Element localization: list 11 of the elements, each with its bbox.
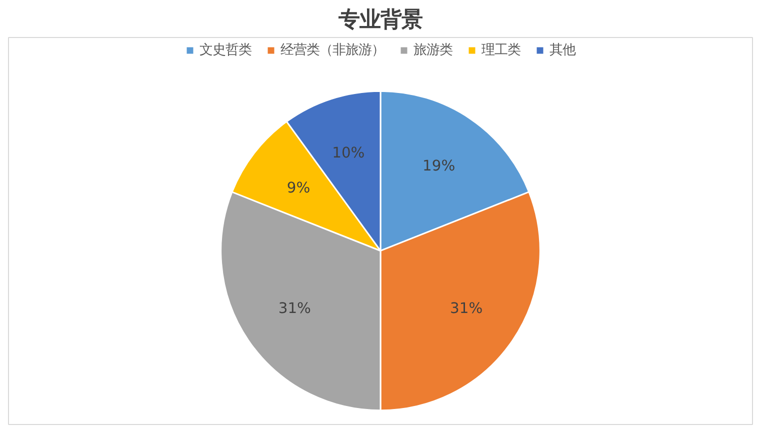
- data-label: 9%: [286, 179, 310, 196]
- chart-title: 专业背景: [338, 8, 422, 32]
- data-label: 10%: [332, 144, 365, 162]
- legend-label: 旅游类: [414, 42, 452, 59]
- legend-label: 文史哲类: [200, 42, 252, 59]
- legend-label: 其他: [550, 42, 576, 59]
- legend-label: 理工类: [482, 42, 520, 59]
- data-label: 31%: [278, 300, 312, 317]
- data-label: 31%: [450, 300, 483, 317]
- legend-label: 经营类（非旅游）: [280, 42, 384, 59]
- data-label: 19%: [422, 157, 456, 174]
